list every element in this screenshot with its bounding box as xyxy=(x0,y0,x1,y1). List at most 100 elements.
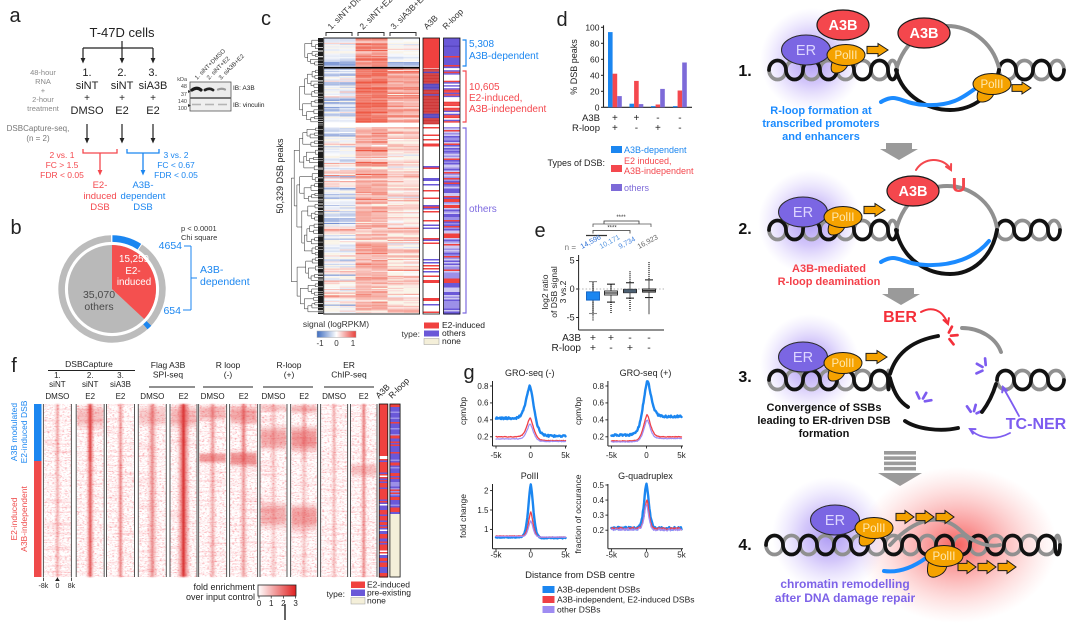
svg-text:2: 2 xyxy=(281,599,286,608)
svg-text:20: 20 xyxy=(590,86,600,96)
svg-text:A3B-dependent DSBs: A3B-dependent DSBs xyxy=(557,585,640,595)
svg-text:0: 0 xyxy=(55,583,59,590)
svg-text:E2: E2 xyxy=(116,392,126,401)
svg-text:0.6: 0.6 xyxy=(593,399,605,408)
svg-text:c: c xyxy=(261,8,271,30)
svg-text:A3B: A3B xyxy=(562,333,581,344)
svg-text:RNA: RNA xyxy=(35,77,51,86)
svg-text:DMSO: DMSO xyxy=(71,105,104,117)
svg-text:-5: -5 xyxy=(567,313,575,323)
svg-text:****: **** xyxy=(607,226,617,232)
svg-text:siNT: siNT xyxy=(111,80,134,92)
svg-text:signal (logRPKM): signal (logRPKM) xyxy=(303,319,369,329)
svg-text:DMSO: DMSO xyxy=(262,392,286,401)
svg-text:4654: 4654 xyxy=(159,240,183,252)
svg-text:E2-induced: E2-induced xyxy=(367,580,410,590)
svg-text:DMSO: DMSO xyxy=(322,392,346,401)
svg-text:2.: 2. xyxy=(738,221,751,238)
svg-text:A3B-mediated: A3B-mediated xyxy=(792,263,866,275)
svg-text:35,070: 35,070 xyxy=(83,289,115,301)
svg-text:-: - xyxy=(609,342,613,354)
svg-text:-: - xyxy=(656,113,659,124)
svg-text:U: U xyxy=(952,175,966,197)
svg-text:3.: 3. xyxy=(148,67,157,79)
svg-text:p < 0.0001: p < 0.0001 xyxy=(181,224,217,233)
svg-text:+: + xyxy=(655,123,661,134)
svg-text:log2 ratio: log2 ratio xyxy=(540,274,550,309)
svg-text:+: + xyxy=(590,332,596,344)
svg-text:+: + xyxy=(41,86,46,95)
svg-text:-: - xyxy=(635,123,638,134)
svg-text:+: + xyxy=(84,93,90,104)
svg-text:654: 654 xyxy=(163,305,181,317)
svg-text:0: 0 xyxy=(595,102,600,112)
svg-text:0.2: 0.2 xyxy=(477,433,489,442)
svg-text:+: + xyxy=(150,93,156,104)
svg-text:+: + xyxy=(633,113,639,124)
svg-text:dependent: dependent xyxy=(200,276,250,288)
svg-text:100: 100 xyxy=(178,106,187,112)
svg-text:5k: 5k xyxy=(677,451,686,460)
svg-text:and enhancers: and enhancers xyxy=(782,131,860,143)
svg-text:-: - xyxy=(647,342,651,354)
svg-text:0: 0 xyxy=(257,599,262,608)
svg-text:ER: ER xyxy=(343,360,355,370)
svg-text:type:: type: xyxy=(327,589,345,599)
svg-text:induced: induced xyxy=(117,277,151,288)
svg-text:leading to ER-driven DSB: leading to ER-driven DSB xyxy=(757,415,890,427)
svg-text:+: + xyxy=(612,113,618,124)
svg-text:R-loop: R-loop xyxy=(552,343,582,354)
svg-text:0: 0 xyxy=(529,451,534,460)
svg-text:siA3B: siA3B xyxy=(110,380,131,389)
svg-text:48: 48 xyxy=(181,84,187,90)
svg-text:-1: -1 xyxy=(316,339,324,348)
svg-text:cpm/bp: cpm/bp xyxy=(458,397,468,425)
svg-text:n =: n = xyxy=(565,243,577,252)
svg-text:A3B-: A3B- xyxy=(132,180,153,191)
svg-text:none: none xyxy=(367,596,386,606)
svg-text:BER: BER xyxy=(883,309,917,326)
svg-text:PolII: PolII xyxy=(862,523,885,535)
svg-text:E2: E2 xyxy=(299,392,309,401)
svg-text:IB: A3B: IB: A3B xyxy=(233,85,255,92)
svg-text:5: 5 xyxy=(570,256,575,266)
svg-text:0.4: 0.4 xyxy=(593,416,605,425)
svg-text:5k: 5k xyxy=(561,551,570,560)
svg-text:E2: E2 xyxy=(146,105,159,117)
svg-text:fold enrichment: fold enrichment xyxy=(193,582,255,592)
svg-text:-5k: -5k xyxy=(490,551,502,560)
svg-text:fraction of occurance: fraction of occurance xyxy=(573,474,583,553)
svg-text:DSB: DSB xyxy=(90,202,110,213)
svg-text:-: - xyxy=(678,123,681,134)
svg-text:dependent: dependent xyxy=(121,191,166,202)
svg-text:-5k: -5k xyxy=(490,451,502,460)
svg-text:fold change: fold change xyxy=(458,494,468,538)
svg-text:DSB: DSB xyxy=(133,202,153,213)
svg-text:PolII: PolII xyxy=(831,358,854,370)
svg-text:-5k: -5k xyxy=(606,551,618,560)
svg-text:0.8: 0.8 xyxy=(593,382,605,391)
svg-text:3 vs.2: 3 vs.2 xyxy=(558,280,568,303)
svg-text:5k: 5k xyxy=(561,451,570,460)
svg-text:others: others xyxy=(624,183,650,193)
svg-text:60: 60 xyxy=(590,54,600,64)
svg-text:type:: type: xyxy=(402,329,420,339)
svg-text:3 vs. 2: 3 vs. 2 xyxy=(163,150,188,160)
svg-text:0.2: 0.2 xyxy=(593,526,605,535)
svg-text:5k: 5k xyxy=(677,551,686,560)
svg-text:E2: E2 xyxy=(115,105,128,117)
svg-text:37: 37 xyxy=(181,92,187,98)
svg-text:0.4: 0.4 xyxy=(477,416,489,425)
svg-text:treatment: treatment xyxy=(27,104,60,113)
svg-text:-: - xyxy=(647,332,651,344)
svg-text:ER: ER xyxy=(796,43,816,59)
svg-text:0: 0 xyxy=(644,551,649,560)
svg-text:-: - xyxy=(678,113,681,124)
svg-text:1: 1 xyxy=(351,339,356,348)
svg-text:0: 0 xyxy=(529,551,534,560)
svg-text:formation: formation xyxy=(799,428,850,440)
svg-text:2: 2 xyxy=(484,486,489,495)
svg-text:pre-existing: pre-existing xyxy=(367,588,411,598)
svg-text:+: + xyxy=(590,342,596,354)
svg-text:e: e xyxy=(534,220,545,242)
